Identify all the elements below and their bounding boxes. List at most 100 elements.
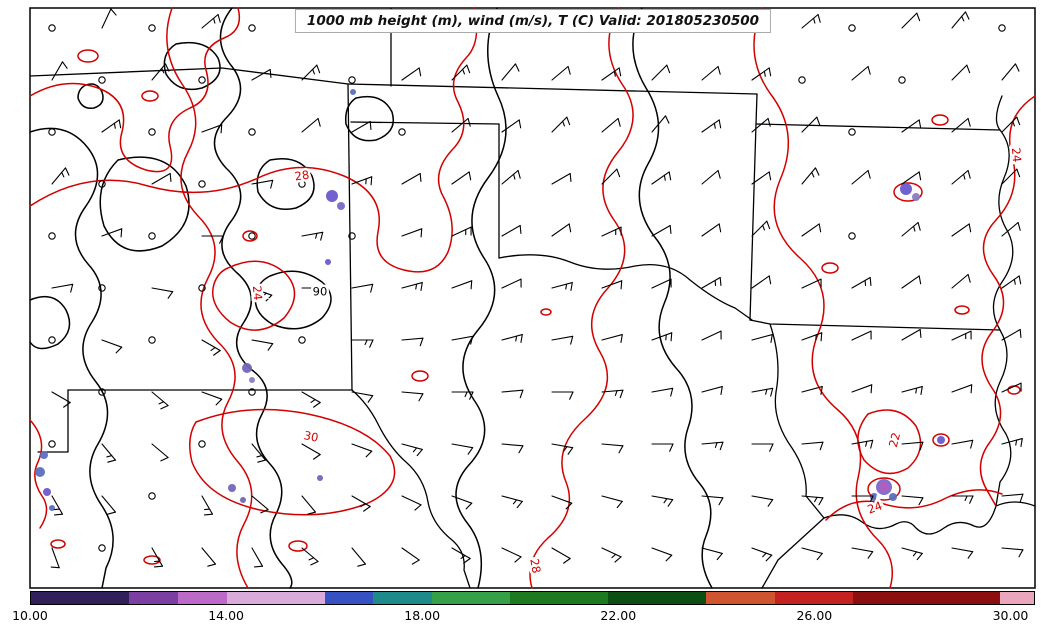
temp-contour-edge xyxy=(29,419,48,529)
wind-barb xyxy=(601,168,621,185)
wind-barb xyxy=(101,8,117,29)
wind-barb xyxy=(151,547,164,568)
temp-contour-loop xyxy=(411,370,429,382)
wind-barb xyxy=(151,287,174,299)
wind-barb xyxy=(1001,168,1021,185)
height-contour-loop xyxy=(344,95,394,142)
wind-barb xyxy=(601,117,621,133)
temp-contour-24-east xyxy=(979,95,1036,507)
border-ok-north xyxy=(347,83,758,95)
precip-blob xyxy=(228,484,236,492)
wind-barb xyxy=(1001,63,1020,81)
wind-barb xyxy=(451,443,474,455)
calm-wind-circle xyxy=(848,24,856,32)
wind-barb xyxy=(601,67,622,81)
wind-barb xyxy=(201,235,224,244)
calm-wind-circle xyxy=(348,232,356,240)
wind-barb xyxy=(251,68,272,81)
wind-barb xyxy=(551,443,574,455)
wind-barb xyxy=(251,547,264,568)
wind-barb xyxy=(951,547,974,559)
border-sabine xyxy=(769,323,825,519)
wind-barb xyxy=(751,495,774,507)
wind-barb xyxy=(551,282,573,292)
wind-barb xyxy=(351,339,374,348)
calm-wind-circle xyxy=(298,180,306,188)
wind-barb xyxy=(301,231,324,241)
temp-contour-loop xyxy=(893,182,923,202)
wind-barb xyxy=(701,65,721,81)
wind-barb xyxy=(601,547,622,563)
height-contour xyxy=(213,7,293,589)
temp-contour-24-loop xyxy=(212,260,296,331)
wind-barb xyxy=(1001,382,1022,393)
wind-barb xyxy=(851,495,874,504)
colorbar-segment xyxy=(373,592,433,604)
wind-barb xyxy=(551,172,572,185)
wind-barb xyxy=(951,117,971,133)
colorbar-segment xyxy=(128,592,178,604)
wind-barb xyxy=(201,124,223,134)
precip-blob xyxy=(912,193,920,201)
wind-barb xyxy=(301,547,319,566)
calm-wind-circle xyxy=(48,336,56,344)
wind-barb xyxy=(501,224,522,237)
wind-barb xyxy=(451,391,474,400)
colorbar-segment xyxy=(774,592,853,604)
wind-barb xyxy=(551,335,574,345)
wind-barb xyxy=(401,495,422,511)
wind-barb xyxy=(551,547,571,564)
wind-barb xyxy=(201,13,221,29)
wind-barb xyxy=(701,386,723,396)
calm-wind-circle xyxy=(198,284,206,292)
temp-contour-28 xyxy=(29,7,478,273)
temp-contour-loop xyxy=(242,230,258,242)
wind-barb xyxy=(501,169,521,185)
border-red-river xyxy=(498,254,753,321)
wind-barb xyxy=(401,443,423,457)
calm-wind-circle xyxy=(98,388,106,396)
calm-wind-circle xyxy=(98,544,106,552)
colorbar-segment xyxy=(510,592,609,604)
temp-contour-west xyxy=(166,7,253,589)
wind-barb xyxy=(801,278,822,289)
wind-barb xyxy=(551,65,571,81)
colorbar-tick-label: 30.00 xyxy=(992,608,1029,623)
calm-wind-circle xyxy=(248,388,256,396)
wind-barb xyxy=(901,221,921,237)
calm-wind-circle xyxy=(48,128,56,136)
wind-barb xyxy=(801,441,824,451)
wind-barb xyxy=(451,117,471,133)
wind-barb xyxy=(701,441,724,451)
wind-barb xyxy=(851,169,871,185)
wind-barb xyxy=(951,169,971,185)
wind-barb xyxy=(251,287,273,302)
calm-wind-circle xyxy=(248,232,256,240)
wind-barb xyxy=(601,226,622,237)
wind-barb xyxy=(751,334,773,344)
wind-barb xyxy=(501,119,522,133)
wind-barb xyxy=(1001,221,1021,237)
precip-blob xyxy=(889,493,897,501)
border-ok-panhandle-south xyxy=(350,121,500,125)
height-contour xyxy=(632,7,713,589)
wind-barb xyxy=(951,384,973,394)
coast-texas xyxy=(761,517,825,589)
temp-contour xyxy=(29,7,241,173)
contour-label: 30 xyxy=(302,428,319,445)
wind-barb xyxy=(851,330,872,341)
wind-barb xyxy=(951,11,970,29)
calm-wind-circle xyxy=(98,180,106,188)
wind-barb xyxy=(951,330,972,341)
precip-blob xyxy=(249,377,255,383)
wind-barb xyxy=(601,495,623,509)
precip-blob xyxy=(325,259,331,265)
temp-contour-28-central xyxy=(529,7,634,589)
colorbar-tick-label: 10.00 xyxy=(12,608,48,623)
wind-barb xyxy=(801,495,824,506)
wind-barb xyxy=(1001,547,1024,558)
calm-wind-circle xyxy=(148,128,156,136)
calm-wind-circle xyxy=(148,492,156,500)
wind-barb xyxy=(801,547,823,561)
temp-contour-loop xyxy=(540,308,552,316)
